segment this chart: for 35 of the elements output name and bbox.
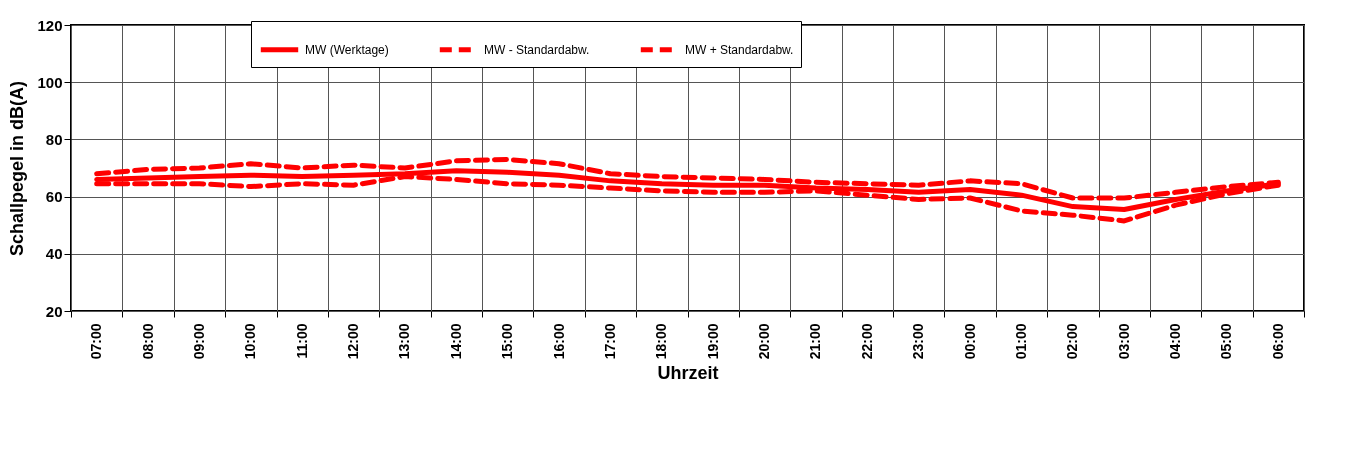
x-tick-label: 19:00 (704, 323, 721, 360)
x-tick-label: 11:00 (293, 323, 310, 359)
x-tick-label: 02:00 (1064, 323, 1081, 360)
x-tick-label: 14:00 (447, 323, 464, 360)
x-tick-label: 22:00 (858, 323, 875, 360)
x-tick-label: 03:00 (1115, 323, 1132, 360)
x-tick-label: 18:00 (653, 323, 670, 360)
y-tick-label: 60 (45, 188, 63, 206)
x-tick-label: 04:00 (1167, 323, 1184, 360)
x-tick-label: 10:00 (242, 323, 259, 360)
x-tick-label: 15:00 (499, 323, 516, 360)
legend-label: MW + Standardabw. (685, 42, 794, 57)
x-tick-label: 17:00 (601, 323, 618, 360)
x-tick-label: 13:00 (396, 323, 413, 360)
x-tick-label: 09:00 (190, 323, 207, 360)
y-axis-title: Schallpegel in dB(A) (7, 80, 28, 257)
x-tick-label: 07:00 (88, 323, 105, 360)
y-tick-label: 100 (37, 73, 63, 91)
legend-label: MW (Werktage) (305, 42, 389, 57)
x-tick-label: 12:00 (345, 323, 362, 360)
x-tick-label: 00:00 (961, 323, 978, 360)
x-tick-label: 05:00 (1218, 323, 1235, 360)
x-tick-label: 06:00 (1269, 323, 1286, 360)
x-tick-label: 08:00 (139, 323, 156, 360)
y-tick-label: 120 (37, 16, 63, 34)
y-tick-label: 40 (45, 245, 63, 263)
x-tick-label: 16:00 (550, 323, 567, 360)
x-tick-label: 20:00 (756, 323, 773, 360)
legend-label: MW - Standardabw. (484, 42, 590, 57)
y-tick-label: 80 (45, 130, 63, 148)
x-axis-title: Uhrzeit (657, 363, 719, 384)
x-tick-label: 21:00 (807, 323, 824, 360)
x-tick-label: 23:00 (910, 323, 927, 360)
y-tick-label: 20 (45, 302, 63, 320)
x-tick-label: 01:00 (1012, 323, 1029, 360)
